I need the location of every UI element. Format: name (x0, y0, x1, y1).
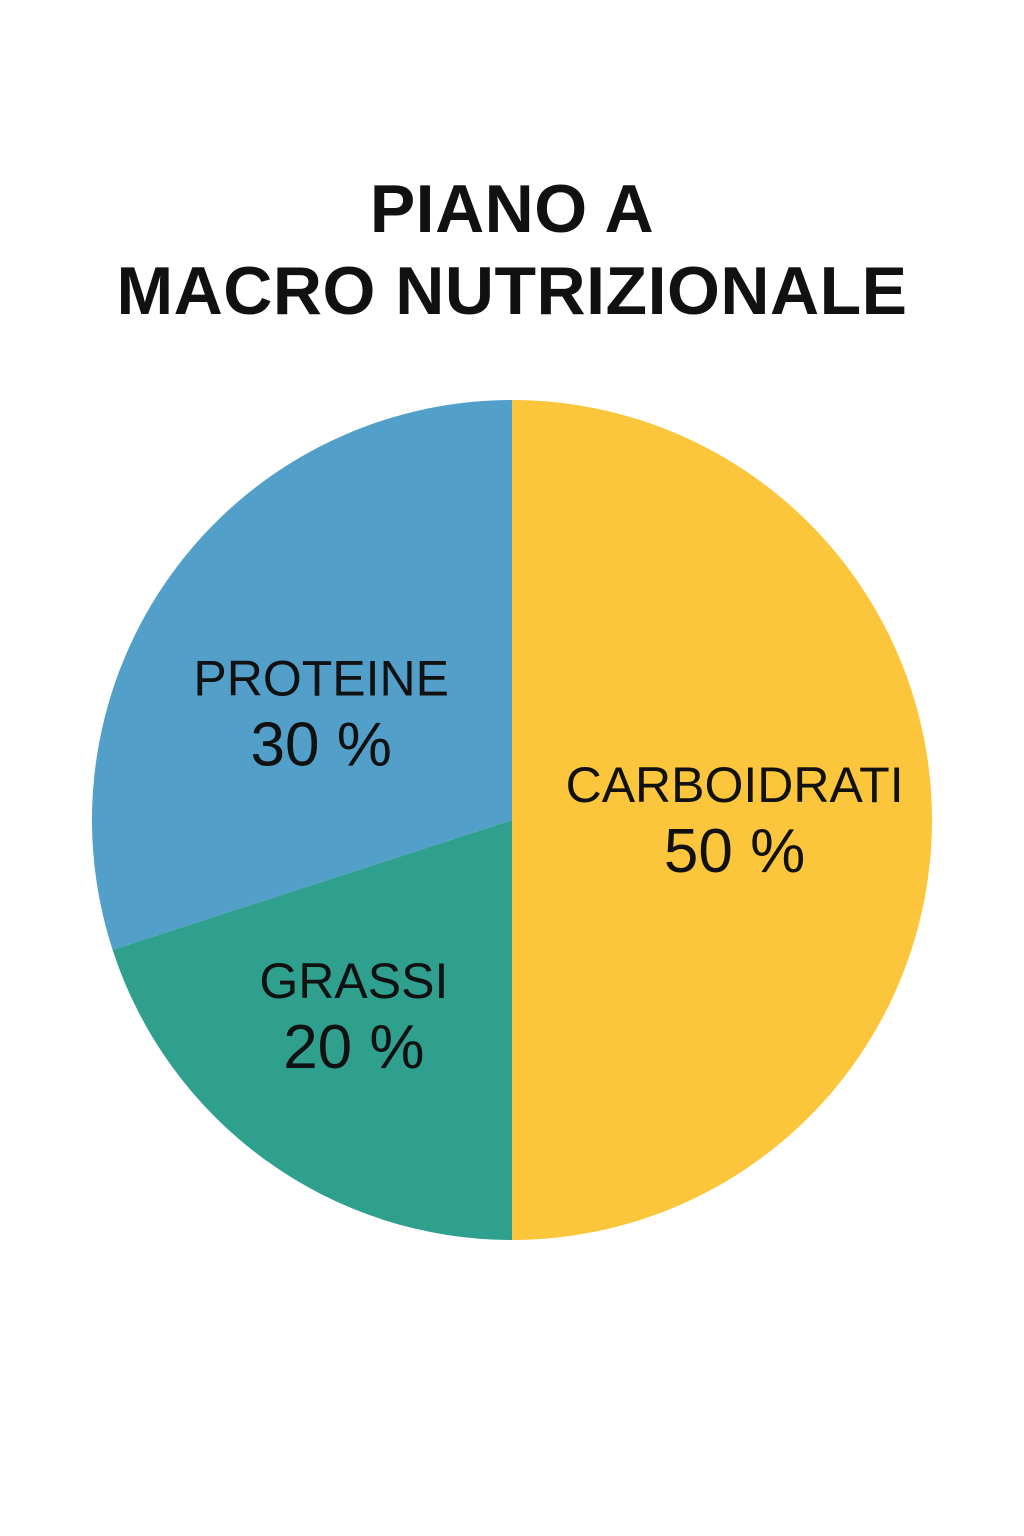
chart-title-line-2: MACRO NUTRIZIONALE (116, 253, 908, 329)
slice-label-proteine: PROTEINE (193, 651, 449, 707)
slice-value-proteine: 30 % (251, 711, 392, 780)
chart-title: PIANO A MACRO NUTRIZIONALE (0, 168, 1024, 332)
slice-value-grassi: 20 % (283, 1013, 424, 1082)
pie-slices (91, 400, 932, 1240)
pie-slice-proteine (91, 400, 513, 950)
chart-title-line-1: PIANO A (369, 171, 655, 247)
pie-slice-grassi (112, 820, 512, 1240)
slice-label-carboidrati: CARBOIDRATI (566, 757, 904, 813)
slice-value-carboidrati: 50 % (664, 817, 805, 886)
slice-label-grassi: GRASSI (259, 953, 448, 1009)
pie-slice-carboidrati (512, 400, 932, 1240)
